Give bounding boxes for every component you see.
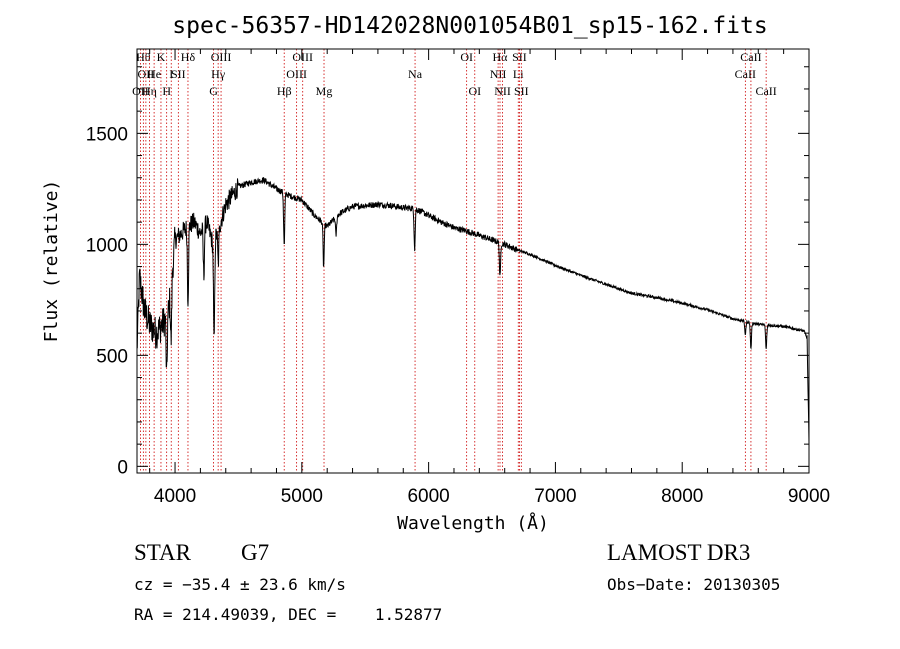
line-marker-label: H [162, 84, 171, 98]
line-marker-label: Li [513, 67, 524, 81]
line-marker-label: NII [490, 67, 507, 81]
line-marker-label: OI [460, 50, 473, 64]
axis-ticks: 4000 5000 6000 7000 8000 9000 0 500 1000 1500 [86, 49, 830, 507]
spectral-line-markers: OIIHθOIIHηHeKHISIIHδGHγOIIIHβOIIIOIIIMgN… [132, 49, 777, 473]
x-tick-label: 7000 [534, 486, 576, 507]
line-marker-label: Hθ [136, 50, 151, 64]
survey-name: LAMOST DR3 [607, 540, 750, 565]
object-subclass: G7 [241, 540, 269, 565]
y-tick-label: 1000 [86, 235, 128, 256]
redshift-info: cz = −35.4 ± 23.6 km/s [134, 575, 346, 594]
y-tick-label: 0 [117, 457, 128, 478]
line-marker-label: OI [468, 84, 481, 98]
line-marker-label: CaII [740, 50, 761, 64]
line-marker-label: I [169, 67, 173, 81]
line-marker-label: OII [138, 67, 155, 81]
line-marker-label: SII [171, 67, 186, 81]
x-tick-label: 4000 [154, 486, 196, 507]
line-marker-label: Na [408, 67, 423, 81]
y-axis-label: Flux (relative) [41, 180, 62, 343]
x-tick-label: 5000 [281, 486, 323, 507]
line-marker-label: SII [514, 84, 529, 98]
x-axis-label: Wavelength (Å) [397, 512, 549, 534]
line-marker-label: CaII [735, 67, 756, 81]
y-tick-label: 1500 [86, 124, 128, 145]
plot-frame [136, 48, 810, 474]
line-marker-label: SII [512, 50, 527, 64]
spectrum-series-line [136, 177, 810, 444]
observation-date: Obs−Date: 20130305 [607, 575, 780, 594]
line-marker-label: Hη [142, 84, 157, 98]
line-marker-label: OIII [286, 67, 307, 81]
line-marker-label: OII [132, 84, 149, 98]
line-marker-label: G [209, 84, 218, 98]
x-tick-label: 8000 [661, 486, 703, 507]
line-marker-label: Hα [493, 50, 509, 64]
line-marker-label: Hβ [277, 84, 292, 98]
line-marker-label: K [157, 50, 166, 64]
line-marker-label: Hγ [211, 67, 226, 81]
chart-title: spec-56357-HD142028N001054B01_sp15-162.f… [172, 13, 767, 39]
coordinates-info: RA = 214.49039, DEC = 1.52877 [134, 605, 442, 624]
object-class: STAR [134, 540, 192, 565]
x-tick-label: 9000 [788, 486, 830, 507]
x-tick-label: 6000 [407, 486, 449, 507]
line-marker-label: He [147, 67, 161, 81]
line-marker-label: OIII [292, 50, 313, 64]
line-marker-label: Mg [316, 84, 333, 98]
line-marker-label: OIII [211, 50, 232, 64]
line-marker-label: Hδ [181, 50, 196, 64]
line-marker-label: CaII [755, 84, 776, 98]
y-tick-label: 500 [96, 346, 128, 367]
line-marker-label: NII [494, 84, 511, 98]
